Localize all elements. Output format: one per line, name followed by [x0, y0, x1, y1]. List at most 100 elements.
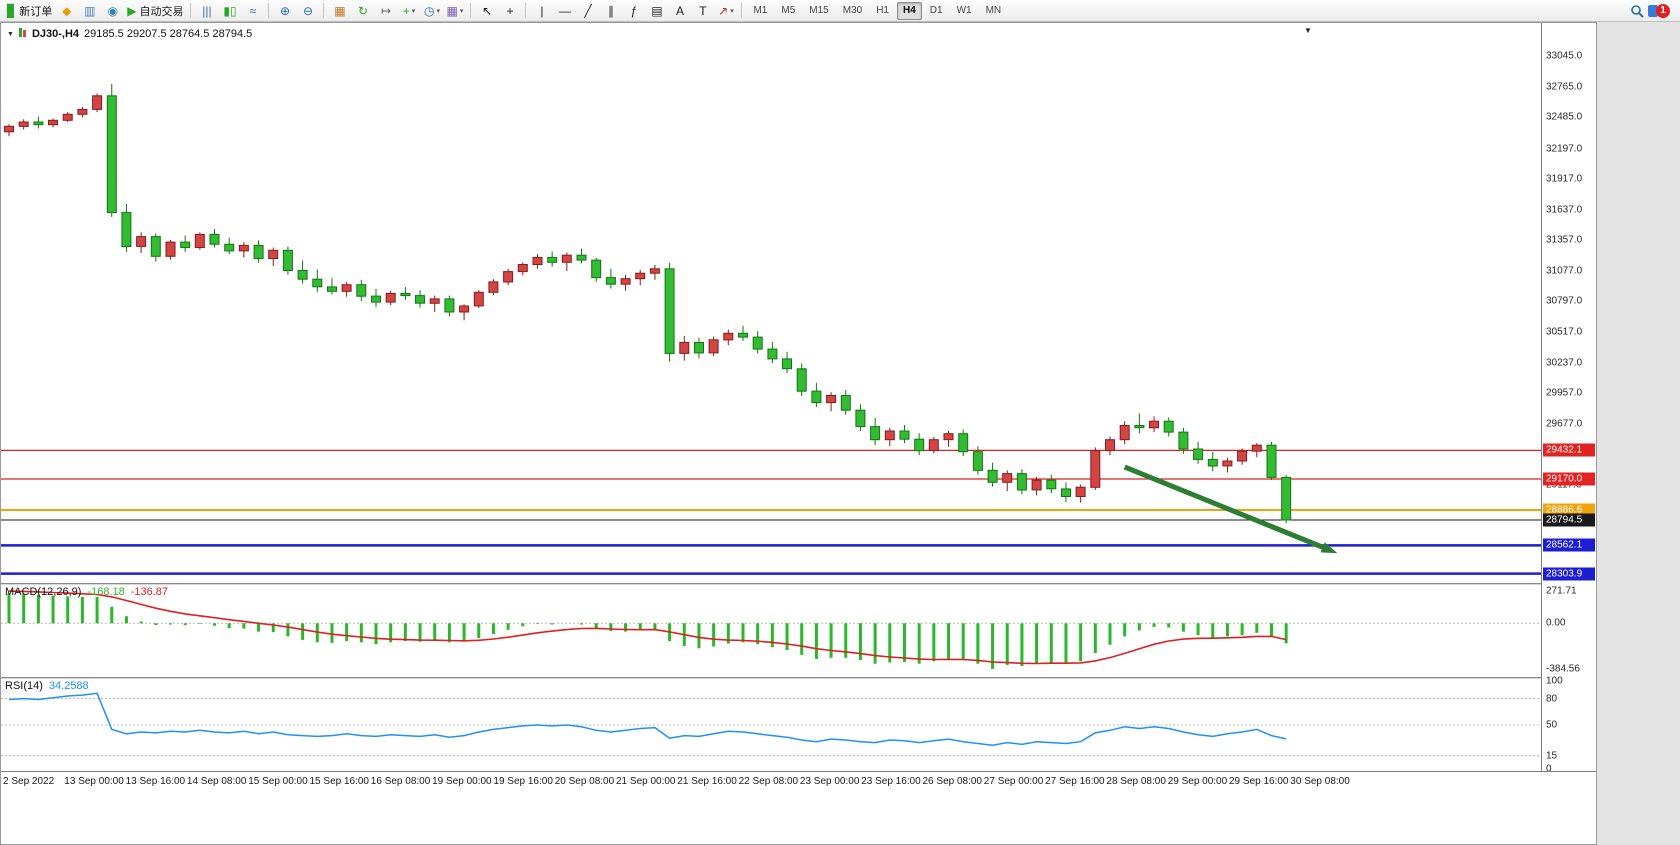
rsi-indicator-panel[interactable]: [1, 679, 1541, 771]
horizontal-line-icon[interactable]: —: [553, 2, 576, 20]
new-order-button[interactable]: ▊ 新订单: [4, 2, 55, 20]
candle-body: [150, 236, 161, 257]
compass-icon: ◆: [62, 3, 72, 18]
compass-icon[interactable]: ◆: [55, 2, 78, 20]
macd-label: MACD(12,26,9) -168.18 -136.87: [5, 586, 168, 598]
text-label-icon[interactable]: T: [691, 2, 714, 20]
equidistant-channel-icon: ∥: [607, 3, 614, 18]
candle-body: [576, 254, 587, 261]
ohlc-label: 29185.5 29207.5 28764.5 28794.5: [84, 28, 253, 40]
line-chart-icon: ≈: [249, 3, 257, 18]
line-chart-icon[interactable]: ≈: [241, 2, 264, 20]
candle-body: [517, 264, 528, 273]
date-axis-label: 28 Sep 08:00: [1106, 776, 1166, 787]
candle-body: [635, 272, 646, 280]
indicators-button: +: [402, 3, 410, 18]
vertical-line-icon[interactable]: |: [530, 2, 553, 20]
timeframe-m30[interactable]: M30: [842, 5, 863, 16]
notifications-badge[interactable]: 1: [1656, 3, 1670, 18]
candle-body: [1046, 479, 1057, 490]
date-axis-label: 14 Sep 08:00: [186, 776, 247, 787]
timeframe-mn[interactable]: MN: [985, 5, 1002, 16]
indicators-button[interactable]: + ▾: [397, 2, 420, 20]
macd-indicator-panel[interactable]: [1, 585, 1541, 677]
timeframe-h1[interactable]: H1: [876, 5, 889, 16]
fibonacci-icon[interactable]: ƒ: [622, 2, 645, 20]
zoom-in-icon[interactable]: ⊕: [273, 2, 296, 20]
candle-body: [884, 430, 895, 441]
candle-body: [664, 268, 675, 354]
candle-body: [268, 249, 279, 260]
crosshair-icon[interactable]: +: [498, 2, 521, 20]
search-icon[interactable]: [1625, 2, 1648, 20]
timeframe-w1[interactable]: W1: [956, 5, 972, 16]
rsi-line: [8, 692, 1287, 746]
time-axis[interactable]: 2 Sep 2022 13 Sep 00:00 13 Sep 16:00 14 Sep…: [1, 771, 1596, 791]
trendline-icon[interactable]: ╱: [576, 2, 599, 20]
date-axis-label: 13 Sep 00:00: [64, 776, 124, 787]
timeframe-m1[interactable]: M1: [753, 5, 768, 16]
community-icon: ◉: [107, 3, 118, 18]
zoom-out-icon[interactable]: ⊖: [296, 2, 319, 20]
timeframe-h4[interactable]: H4: [896, 1, 922, 20]
text-label-icon: T: [699, 3, 707, 18]
price-axis[interactable]: 33045.0 32765.0 32485.0 32197.0 31917.0 31637…: [1541, 23, 1596, 775]
market-watch-icon: ▥: [84, 3, 96, 18]
timeframe-m15[interactable]: M15: [809, 5, 829, 16]
chevron-down-icon: ▾: [436, 7, 440, 15]
chevron-down-icon: ▾: [459, 7, 464, 15]
chart-title: ▼ DJ30-,H4 29185.5 29207.5 28764.5 28794…: [7, 28, 252, 40]
candle-body: [1207, 458, 1218, 467]
candlestick-chart-icon[interactable]: ▮▯: [218, 2, 241, 20]
periods-button[interactable]: ◷ ▾: [420, 2, 443, 20]
periods-button: ◷: [423, 3, 435, 18]
main-price-chart[interactable]: [1, 23, 1541, 583]
cursor-icon[interactable]: ↖: [475, 2, 498, 20]
autotrading-button[interactable]: ▶ 自动交易: [124, 2, 186, 20]
candle-body: [33, 121, 44, 126]
price-level-marker: 29432.1: [1543, 443, 1595, 457]
panel-splitter[interactable]: [1, 677, 1596, 679]
macd-axis-label: -384.56: [1546, 663, 1580, 675]
panel-splitter[interactable]: [1, 583, 1596, 585]
candle-body: [679, 342, 690, 354]
arrows-button[interactable]: ↗ ▾: [714, 2, 737, 20]
equidistant-channel-icon[interactable]: ∥: [599, 2, 622, 20]
cycle-lines-icon[interactable]: ▤: [645, 2, 668, 20]
chat-icon[interactable]: [1648, 4, 1658, 17]
bar-chart-icon[interactable]: |||: [195, 2, 218, 20]
date-axis-label: 16 Sep 08:00: [370, 776, 431, 787]
trend-arrow[interactable]: [1123, 464, 1330, 552]
chart-menu-icon[interactable]: ▼: [1304, 26, 1312, 35]
date-axis-label: 13 Sep 16:00: [125, 776, 186, 787]
candle-body: [899, 430, 910, 440]
date-axis-label: 19 Sep 00:00: [432, 776, 492, 787]
price-axis-label: 31917.0: [1546, 173, 1583, 185]
candle-body: [1002, 473, 1013, 483]
candle-body: [165, 241, 176, 257]
templates-button[interactable]: ▦ ▾: [443, 2, 466, 20]
price-axis-label: 33045.0: [1546, 50, 1583, 62]
horizontal-line-icon: —: [558, 3, 571, 18]
autoscroll-icon[interactable]: ↻: [351, 2, 374, 20]
candle-body: [136, 236, 147, 247]
candle-body: [106, 95, 117, 214]
cursor-icon: ↖: [481, 3, 492, 18]
text-icon[interactable]: A: [668, 2, 691, 20]
chevron-down-icon[interactable]: ▼: [7, 30, 14, 38]
timeframe-m5[interactable]: M5: [781, 5, 796, 16]
timeframe-d1[interactable]: D1: [929, 5, 943, 16]
price-axis-label: 31637.0: [1546, 204, 1583, 216]
candle-body: [18, 121, 29, 127]
date-axis-label: 21 Sep 00:00: [616, 776, 676, 787]
community-icon[interactable]: ◉: [101, 2, 124, 20]
tile-windows-icon[interactable]: ▦: [328, 2, 351, 20]
chart-shift-icon[interactable]: ↦: [374, 2, 397, 20]
price-level-marker: 29170.0: [1543, 472, 1595, 486]
candle-body: [459, 305, 470, 313]
rsi-axis-label: 15: [1546, 750, 1558, 762]
price-axis-label: 32765.0: [1546, 81, 1583, 92]
candle-body: [1090, 450, 1101, 488]
market-watch-icon[interactable]: ▥: [78, 2, 101, 20]
toolbar-separator: [323, 3, 325, 18]
